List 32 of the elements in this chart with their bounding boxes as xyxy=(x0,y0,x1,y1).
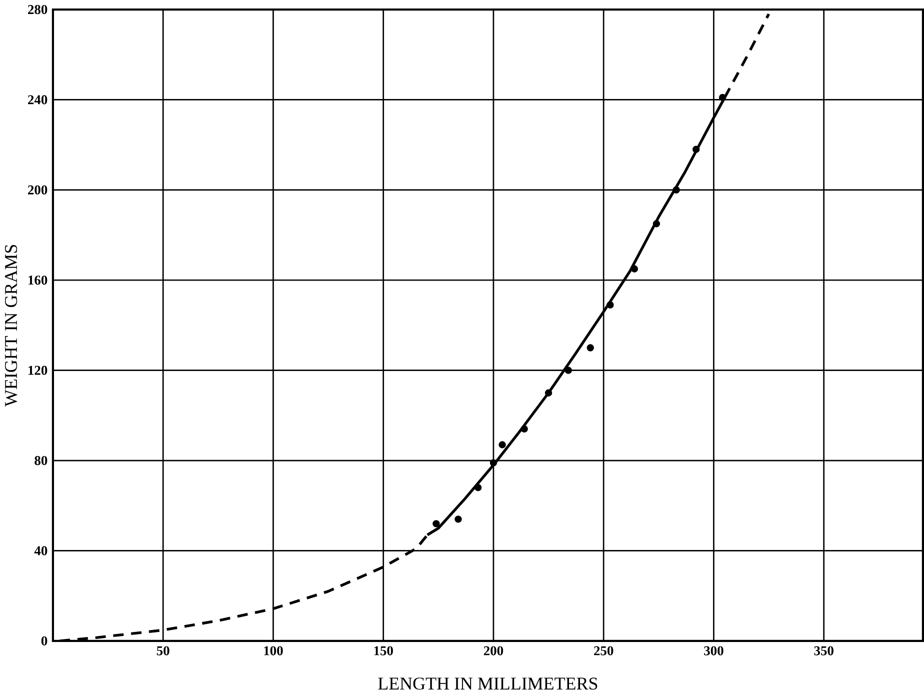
y-tick-label: 0 xyxy=(41,636,48,646)
point xyxy=(692,146,700,154)
point xyxy=(474,484,482,492)
y-axis-title: WEIGHT IN GRAMS xyxy=(4,245,18,407)
point xyxy=(544,389,552,397)
x-tick-label: 100 xyxy=(264,646,283,656)
y-tick-label: 240 xyxy=(28,95,48,104)
point xyxy=(498,441,506,449)
y-tick-label: 40 xyxy=(34,546,48,556)
x-tick-label: 200 xyxy=(484,646,504,656)
point xyxy=(672,186,680,194)
x-tick-label: 250 xyxy=(594,646,614,656)
point xyxy=(718,94,726,102)
point xyxy=(490,459,498,467)
x-tick-label: 50 xyxy=(156,646,170,656)
point xyxy=(564,366,572,374)
x-tick-label: 300 xyxy=(704,646,724,656)
point xyxy=(630,265,638,273)
x-tick-label: 150 xyxy=(374,646,393,656)
x-tick-label: 350 xyxy=(814,646,834,656)
y-tick-label: 80 xyxy=(34,456,48,466)
point xyxy=(606,302,614,309)
point xyxy=(586,344,594,352)
point xyxy=(520,426,528,433)
y-tick-label: 120 xyxy=(28,366,48,376)
y-tick-label: 160 xyxy=(28,276,48,285)
y-tick-label: 280 xyxy=(28,5,48,14)
point xyxy=(652,220,660,228)
y-tick-label: 200 xyxy=(28,186,48,195)
x-axis-title: LENGTH IN MILLIMETERS xyxy=(378,678,598,690)
point xyxy=(454,516,462,523)
point xyxy=(432,520,440,528)
